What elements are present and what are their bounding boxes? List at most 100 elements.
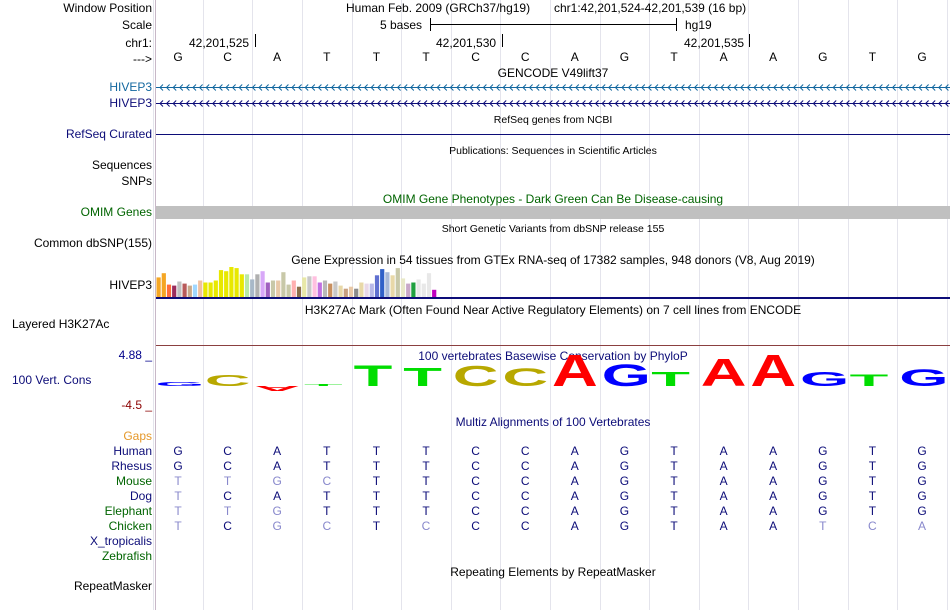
gtex-tissue-bar[interactable] xyxy=(291,280,296,298)
gtex-tissue-bar[interactable] xyxy=(260,271,265,297)
multiz-track-title[interactable]: Multiz Alignments of 100 Vertebrates xyxy=(455,415,651,429)
gtex-tissue-bar[interactable] xyxy=(265,282,270,298)
gtex-tissue-bar[interactable] xyxy=(208,282,213,298)
phylop-logo-letter[interactable]: T xyxy=(850,371,889,389)
species-label[interactable]: Mouse xyxy=(115,474,152,488)
gtex-tissue-bar[interactable] xyxy=(317,282,322,298)
gtex-tissue-bar[interactable] xyxy=(182,283,187,297)
gtex-expression-chart[interactable] xyxy=(156,266,950,300)
gtex-tissue-bar[interactable] xyxy=(411,282,416,298)
gtex-tissue-bar[interactable] xyxy=(296,286,302,297)
gtex-tissue-bar[interactable] xyxy=(229,267,234,297)
species-label[interactable]: Zebrafish xyxy=(101,549,152,563)
publications-snps-label[interactable]: SNPs xyxy=(121,174,152,188)
gtex-tissue-bar[interactable] xyxy=(390,275,395,297)
gtex-tissue-bar[interactable] xyxy=(338,285,343,297)
gtex-tissue-bar[interactable] xyxy=(218,270,224,297)
gtex-tissue-bar[interactable] xyxy=(416,279,421,297)
species-label[interactable]: Chicken xyxy=(108,519,152,533)
gtex-tissue-bar[interactable] xyxy=(166,284,172,297)
gtex-tissue-bar[interactable] xyxy=(348,286,354,297)
gtex-tissue-bar[interactable] xyxy=(359,282,364,298)
browser-data-area[interactable]: Human Feb. 2009 (GRCh37/hg19) chr1:42,20… xyxy=(153,0,950,610)
phylop-logo-letter[interactable]: T xyxy=(651,368,690,391)
gtex-tissue-bar[interactable] xyxy=(322,280,328,298)
gtex-tissue-bar[interactable] xyxy=(328,283,333,297)
h3k27ac-track-title[interactable]: H3K27Ac Mark (Often Found Near Active Re… xyxy=(304,303,802,317)
gtex-gene-label[interactable]: HIVEP3 xyxy=(109,278,152,292)
species-label[interactable]: X_tropicalis xyxy=(89,534,152,548)
dbsnp-track-title[interactable]: Short Genetic Variants from dbSNP releas… xyxy=(441,223,665,235)
species-label[interactable]: Dog xyxy=(129,489,152,503)
gtex-tissue-bar[interactable] xyxy=(234,268,239,297)
phylop-logo-letter[interactable]: A xyxy=(552,355,598,396)
gtex-tissue-bar[interactable] xyxy=(161,273,166,297)
layered-h3k27ac-label[interactable]: Layered H3K27Ac xyxy=(12,317,110,331)
gtex-tissue-bar[interactable] xyxy=(307,276,312,297)
gtex-tissue-bar[interactable] xyxy=(192,284,198,297)
gtex-tissue-bar[interactable] xyxy=(224,271,229,297)
gtex-tissue-bar[interactable] xyxy=(364,283,369,297)
repeatmasker-track-title[interactable]: Repeating Elements by RepeatMasker xyxy=(450,565,656,579)
gtex-tissue-bar[interactable] xyxy=(281,272,286,297)
species-label[interactable]: Elephant xyxy=(104,504,152,518)
phylop-logo-letter[interactable]: G xyxy=(800,368,849,391)
phylop-logo-letter[interactable]: A xyxy=(750,355,796,396)
gtex-tissue-bar[interactable] xyxy=(333,281,338,298)
gtex-tissue-bar[interactable] xyxy=(426,273,432,297)
phylop-logo-letter[interactable]: C xyxy=(502,364,548,392)
gtex-track-title[interactable]: Gene Expression in 54 tissues from GTEx … xyxy=(291,253,815,267)
gtex-tissue-bar[interactable] xyxy=(250,279,255,297)
gtex-tissue-bar[interactable] xyxy=(270,280,276,298)
phylop-logo-letter[interactable]: T xyxy=(354,359,393,393)
gtex-tissue-bar[interactable] xyxy=(385,272,390,297)
h3k27ac-signal-line[interactable] xyxy=(156,345,950,346)
gtex-tissue-bar[interactable] xyxy=(244,274,250,297)
gtex-gene-line[interactable] xyxy=(156,297,950,299)
omim-track-title[interactable]: OMIM Gene Phenotypes - Dark Green Can Be… xyxy=(382,192,724,206)
gtex-tissue-bar[interactable] xyxy=(177,281,182,298)
gtex-tissue-bar[interactable] xyxy=(213,280,218,298)
refseq-track-title[interactable]: RefSeq genes from NCBI xyxy=(493,114,613,126)
gtex-tissue-bar[interactable] xyxy=(255,274,260,297)
gtex-tissue-bar[interactable] xyxy=(239,274,244,297)
gtex-tissue-bar[interactable] xyxy=(343,288,348,297)
repeatmasker-label[interactable]: RepeatMasker xyxy=(73,579,152,593)
refseq-gene-line[interactable] xyxy=(156,134,950,135)
phylop-logo-letter[interactable]: C xyxy=(205,372,251,390)
gtex-tissue-bar[interactable] xyxy=(421,283,426,297)
phylop-track-title[interactable]: 100 vertebrates Basewise Conservation by… xyxy=(418,349,688,363)
gtex-tissue-bar[interactable] xyxy=(172,285,177,297)
gtex-tissue-bar[interactable] xyxy=(400,278,406,297)
gtex-tissue-bar[interactable] xyxy=(369,283,374,297)
species-label[interactable]: Rhesus xyxy=(111,459,152,473)
phylop-logo-letter[interactable]: T xyxy=(304,384,343,387)
gtex-tissue-bar[interactable] xyxy=(286,284,291,297)
omim-gene-bar[interactable] xyxy=(156,206,950,219)
gencode-hivep3-label-1[interactable]: HIVEP3 xyxy=(109,80,152,94)
common-dbsnp-label[interactable]: Common dbSNP(155) xyxy=(33,236,152,250)
gtex-tissue-bar[interactable] xyxy=(354,288,359,297)
omim-genes-label[interactable]: OMIM Genes xyxy=(80,205,152,219)
phylop-logo-letter[interactable]: A xyxy=(701,355,747,395)
phylop-logo-letter[interactable]: A xyxy=(254,384,300,392)
phylop-logo-letter[interactable]: T xyxy=(403,363,442,392)
publications-track-title[interactable]: Publications: Sequences in Scientific Ar… xyxy=(449,145,657,157)
phylop-logo-letter[interactable]: C xyxy=(453,360,499,392)
gtex-tissue-bar[interactable] xyxy=(406,283,411,297)
gtex-tissue-bar[interactable] xyxy=(395,268,400,297)
publications-sequences-label[interactable]: Sequences xyxy=(91,158,152,172)
gtex-tissue-bar[interactable] xyxy=(312,276,317,297)
strand-direction-label[interactable]: ---> xyxy=(133,52,152,66)
gtex-tissue-bar[interactable] xyxy=(374,275,380,297)
phylop-logo-letter[interactable]: G xyxy=(156,381,204,387)
species-label[interactable]: Human xyxy=(113,444,152,458)
gtex-tissue-bar[interactable] xyxy=(156,277,161,297)
gencode-hivep3-label-2[interactable]: HIVEP3 xyxy=(109,96,152,110)
gencode-gene-lines[interactable] xyxy=(156,80,950,110)
gtex-tissue-bar[interactable] xyxy=(198,280,203,298)
gtex-tissue-bar[interactable] xyxy=(187,285,192,297)
cons-100-vert-label[interactable]: 100 Vert. Cons xyxy=(12,373,92,387)
refseq-curated-label[interactable]: RefSeq Curated xyxy=(65,127,152,141)
